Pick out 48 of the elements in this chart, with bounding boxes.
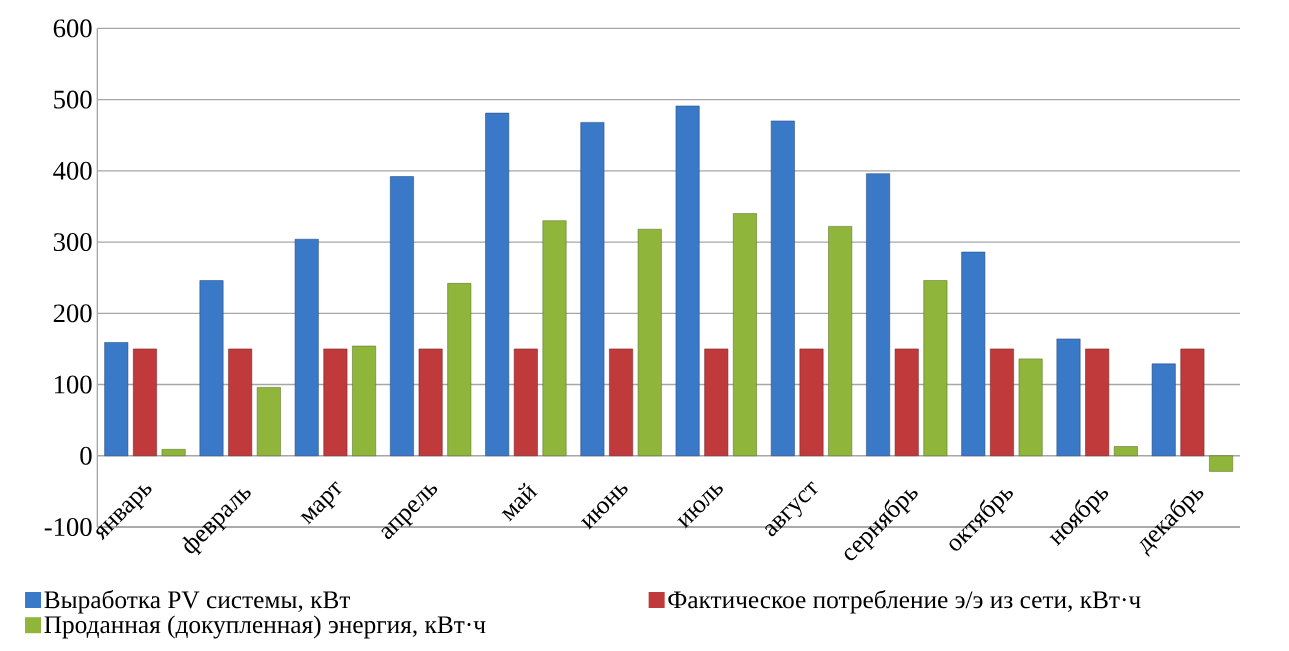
bar [1209, 455, 1233, 472]
y-tick-label: 400 [53, 161, 92, 180]
bar [256, 387, 281, 457]
y-tick-label: 300 [53, 233, 92, 252]
x-tick-label: май [501, 482, 538, 522]
bar [828, 226, 853, 457]
bar [161, 449, 186, 457]
bar [894, 348, 919, 457]
bar [418, 348, 443, 457]
bar [199, 280, 224, 457]
bar [1085, 348, 1110, 457]
y-tick-label: 500 [54, 90, 92, 109]
legend-label: Выработка PV системы, кВт [44, 589, 351, 614]
bar [294, 238, 319, 457]
bar [799, 348, 824, 457]
bar [1180, 348, 1205, 457]
bar [352, 345, 376, 457]
bar [733, 213, 757, 457]
y-tick-label: 600 [53, 19, 92, 38]
bar [923, 280, 948, 457]
y-tick-label: 100 [54, 375, 92, 394]
bar [990, 348, 1014, 457]
bar [485, 112, 510, 457]
bar [323, 348, 348, 457]
bar [447, 283, 472, 457]
bar [1018, 358, 1043, 457]
bar [542, 220, 567, 457]
bar [228, 348, 253, 457]
y-tick-label: 200 [53, 304, 92, 323]
bar [1151, 363, 1176, 457]
bar [390, 176, 414, 457]
bar [961, 251, 986, 457]
legend-label: Проданная (докупленная) энергия, кВт·ч [44, 615, 486, 639]
bar [513, 348, 538, 457]
bar [866, 173, 890, 457]
bar [704, 348, 729, 457]
bar [1113, 446, 1138, 457]
bar [609, 348, 633, 457]
bar [675, 105, 700, 457]
y-tick-label: -100 [44, 518, 92, 536]
bar [104, 342, 129, 457]
bar [637, 228, 662, 457]
bar [133, 348, 157, 457]
bar [580, 122, 605, 457]
bar [770, 120, 795, 457]
legend-label: Фактическое потребление э/э из сети, кВт·ч [668, 589, 1141, 614]
bar [1056, 338, 1081, 457]
y-tick-label: 0 [80, 446, 92, 465]
